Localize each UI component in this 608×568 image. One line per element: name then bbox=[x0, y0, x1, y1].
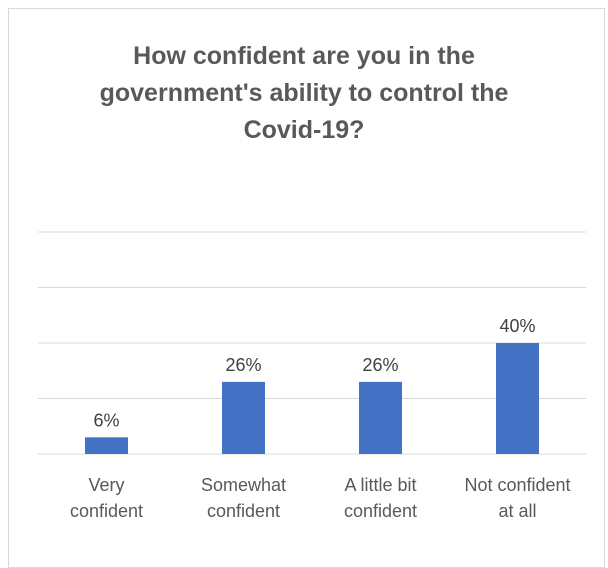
bar-chart: 6% 26% 26% 40% Very confident Somewhat confide… bbox=[38, 231, 586, 521]
data-labels: 6% 26% 26% 40% bbox=[93, 316, 535, 430]
category-label-line: confident bbox=[207, 501, 280, 521]
chart-title: How confident are you in the government'… bbox=[99, 42, 509, 144]
category-label-line: Not confident bbox=[464, 475, 570, 495]
category-label-line: Somewhat bbox=[201, 475, 286, 495]
category-label-line: A little bit bbox=[344, 475, 416, 495]
bar bbox=[496, 343, 539, 454]
bars bbox=[85, 343, 539, 454]
category-label-line: at all bbox=[498, 501, 536, 521]
data-label: 26% bbox=[362, 355, 398, 375]
category-label: Somewhat confident bbox=[201, 475, 286, 521]
category-label: Very confident bbox=[70, 475, 143, 521]
category-label: A little bit confident bbox=[344, 475, 417, 521]
category-label-line: Very bbox=[88, 475, 124, 495]
data-label: 40% bbox=[499, 316, 535, 336]
bar bbox=[359, 381, 402, 454]
data-label: 6% bbox=[93, 410, 119, 430]
category-label-line: confident bbox=[344, 501, 417, 521]
bar bbox=[85, 437, 128, 454]
category-label: Not confident at all bbox=[464, 475, 570, 521]
category-label-line: confident bbox=[70, 501, 143, 521]
data-label: 26% bbox=[225, 355, 261, 375]
bar bbox=[222, 381, 265, 454]
gridlines bbox=[38, 231, 586, 455]
